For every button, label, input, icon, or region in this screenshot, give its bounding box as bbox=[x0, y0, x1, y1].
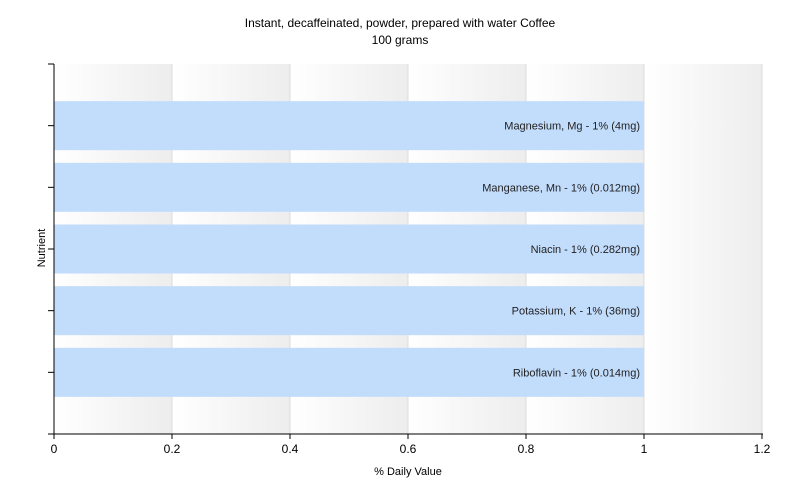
bar-label: Niacin - 1% (0.282mg) bbox=[531, 244, 640, 256]
chart-title: Instant, decaffeinated, powder, prepared… bbox=[244, 16, 556, 30]
bar bbox=[54, 101, 644, 151]
bar bbox=[54, 347, 644, 397]
bar-label: Manganese, Mn - 1% (0.012mg) bbox=[482, 182, 640, 194]
bar-label: Magnesium, Mg - 1% (4mg) bbox=[504, 121, 640, 133]
x-tick-label: 0 bbox=[51, 442, 58, 456]
x-tick-label: 0.8 bbox=[518, 442, 535, 456]
x-tick-label: 0.4 bbox=[282, 442, 299, 456]
y-axis-label: Nutrient bbox=[36, 228, 48, 268]
plot-background-band bbox=[644, 64, 762, 434]
bar bbox=[54, 162, 644, 212]
x-tick-label: 0.2 bbox=[164, 442, 181, 456]
x-tick-label: 1 bbox=[641, 442, 648, 456]
bar-label: Potassium, K - 1% (36mg) bbox=[512, 306, 640, 318]
bar bbox=[54, 224, 644, 274]
x-axis-label: % Daily Value bbox=[374, 466, 442, 478]
x-tick-label: 0.6 bbox=[400, 442, 417, 456]
x-tick-label: 1.2 bbox=[754, 442, 771, 456]
bar-label: Riboflavin - 1% (0.014mg) bbox=[513, 367, 640, 379]
bar bbox=[54, 286, 644, 336]
chart-subtitle: 100 grams bbox=[371, 33, 429, 47]
